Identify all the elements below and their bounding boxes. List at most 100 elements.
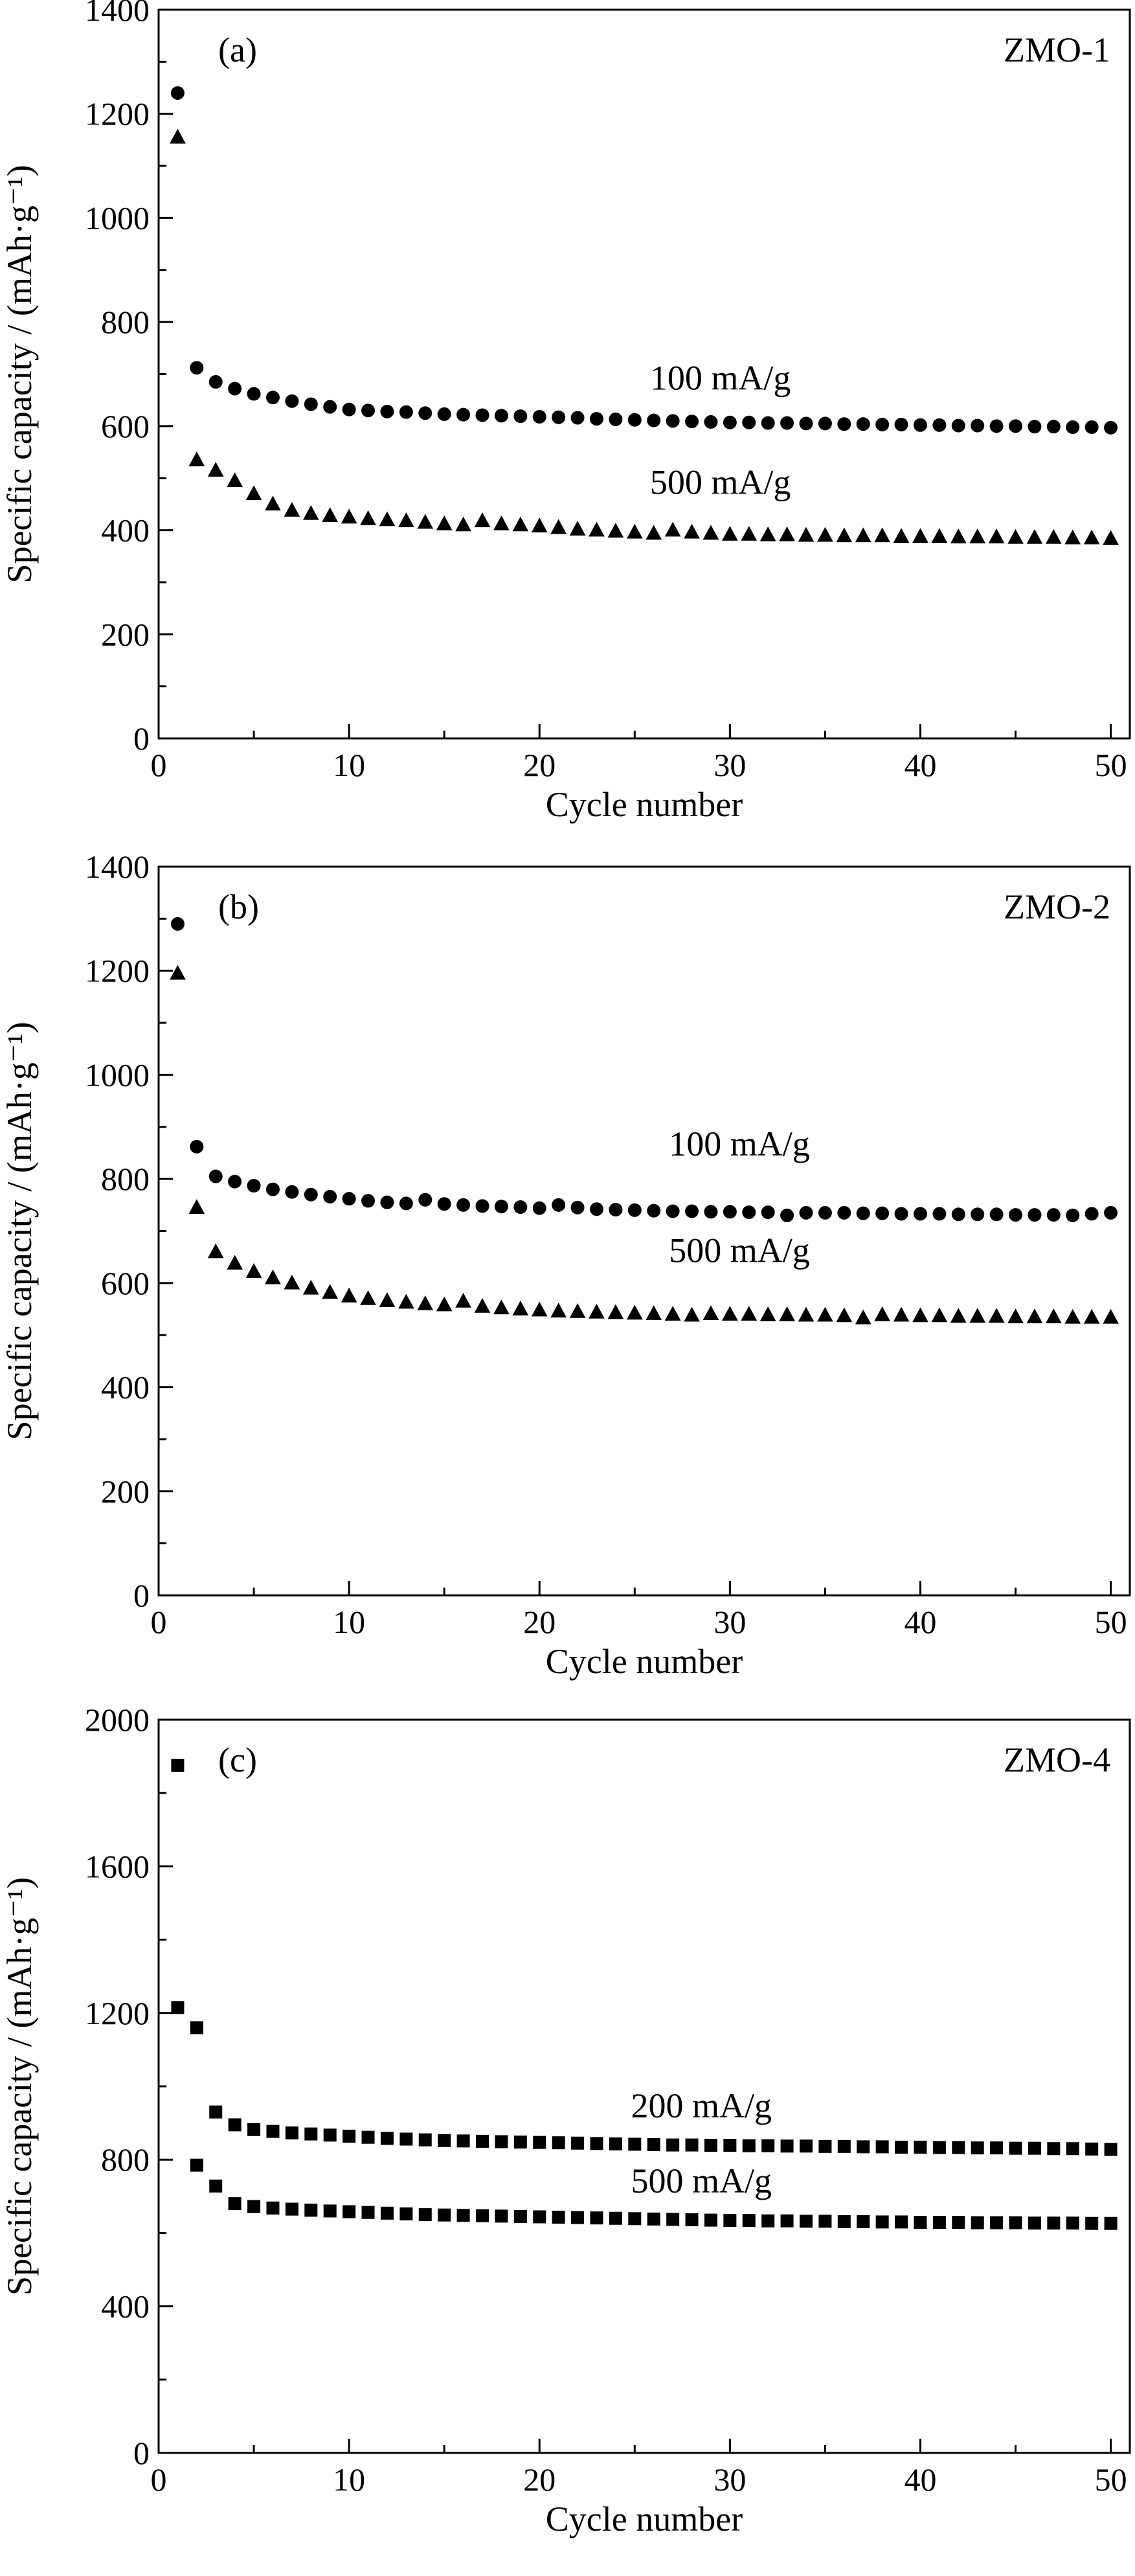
data-point	[380, 2206, 394, 2220]
panel-label: (b)	[218, 887, 259, 926]
data-point	[589, 1303, 605, 1319]
data-point	[532, 1201, 546, 1215]
data-point	[627, 1203, 642, 1217]
data-point	[228, 1174, 242, 1189]
data-point	[438, 2134, 451, 2147]
data-point	[361, 1194, 376, 1208]
x-tick-label: 0	[151, 747, 167, 783]
data-point	[247, 387, 261, 401]
data-point	[227, 1255, 243, 1270]
data-point	[304, 2127, 318, 2141]
data-point	[952, 2141, 965, 2154]
data-point	[380, 404, 394, 418]
data-point	[476, 2134, 489, 2148]
data-point	[589, 521, 605, 537]
data-point	[495, 2209, 508, 2223]
series-0	[170, 917, 1118, 1222]
series-annotation: 500 mA/g	[650, 462, 791, 501]
data-point	[799, 1205, 813, 1220]
data-point	[436, 515, 453, 530]
data-point	[207, 1243, 224, 1259]
data-point	[322, 1284, 339, 1299]
data-point	[647, 413, 661, 427]
data-point	[1104, 420, 1118, 435]
data-point	[723, 2139, 737, 2152]
y-tick-label: 200	[101, 616, 150, 652]
data-point	[684, 523, 700, 539]
data-point	[284, 502, 300, 517]
data-point	[418, 2133, 432, 2147]
data-point	[837, 417, 851, 431]
data-point	[855, 527, 871, 543]
data-point	[761, 1205, 775, 1220]
data-point	[398, 1294, 414, 1309]
x-tick-label: 0	[151, 1604, 167, 1640]
data-point	[207, 462, 224, 477]
data-point	[1066, 1208, 1080, 1222]
data-point	[780, 2139, 794, 2153]
data-point	[1028, 420, 1042, 434]
data-point	[247, 2123, 261, 2136]
data-point	[380, 2132, 394, 2145]
data-point	[570, 1200, 585, 1214]
data-point	[722, 526, 738, 541]
data-point	[436, 1296, 453, 1312]
data-point	[188, 451, 205, 466]
data-point	[742, 1205, 756, 1220]
data-point	[533, 2210, 546, 2224]
data-point	[742, 2214, 756, 2228]
data-point	[931, 528, 948, 543]
data-point	[170, 964, 186, 980]
data-point	[1103, 530, 1119, 545]
sample-label: ZMO-2	[1004, 887, 1110, 926]
y-tick-label: 1000	[85, 1056, 150, 1093]
data-point	[399, 1196, 413, 1211]
data-point	[609, 1203, 623, 1217]
data-point	[684, 1306, 700, 1322]
data-point	[550, 519, 567, 534]
data-point	[951, 418, 965, 433]
y-tick-label: 800	[101, 1161, 150, 1197]
data-point	[894, 417, 908, 431]
data-point	[856, 1206, 870, 1220]
data-point	[1009, 2216, 1022, 2229]
data-point	[1028, 1208, 1042, 1222]
data-point	[323, 400, 337, 414]
data-point	[1028, 2141, 1041, 2155]
data-point	[266, 2125, 280, 2138]
data-point	[1046, 420, 1061, 434]
data-point	[857, 2140, 870, 2154]
y-tick-label: 0	[133, 2435, 150, 2471]
data-point	[912, 1307, 928, 1323]
data-point	[780, 416, 794, 430]
data-point	[741, 526, 758, 541]
data-point	[895, 2140, 908, 2154]
data-point	[685, 2138, 699, 2152]
data-point	[800, 2139, 813, 2153]
data-point	[1046, 1208, 1061, 1222]
data-point	[741, 1306, 758, 1321]
data-point	[971, 2216, 984, 2229]
y-tick-label: 800	[101, 2141, 150, 2178]
data-point	[343, 2205, 356, 2218]
y-axis-title: Specific capacity / (mAh·g⁻¹)	[0, 1022, 39, 1441]
data-point	[685, 1204, 699, 1218]
data-point	[647, 1203, 661, 1218]
data-point	[988, 1308, 1005, 1323]
y-tick-label: 1400	[85, 849, 150, 885]
data-point	[817, 1306, 833, 1322]
data-point	[171, 1759, 185, 1772]
data-point	[343, 2129, 356, 2143]
data-point	[723, 415, 737, 429]
x-tick-label: 30	[714, 2461, 746, 2498]
panel-label: (a)	[218, 30, 257, 69]
data-point	[342, 1192, 356, 1206]
data-point	[437, 407, 451, 421]
data-point	[971, 1207, 985, 1222]
y-tick-label: 600	[101, 408, 150, 444]
data-point	[990, 2141, 1004, 2155]
data-point	[265, 496, 281, 511]
data-point	[170, 917, 185, 931]
data-point	[646, 525, 662, 540]
x-tick-label: 20	[523, 747, 556, 783]
